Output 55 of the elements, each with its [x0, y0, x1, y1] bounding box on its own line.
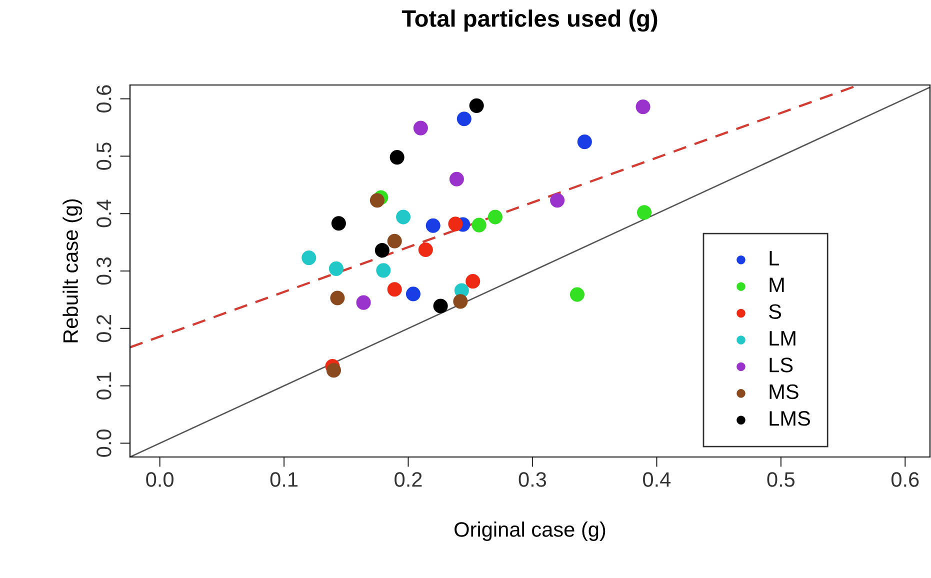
point	[302, 250, 316, 266]
y-tick-label: 0.2	[96, 314, 112, 342]
x-tick-label: 0.5	[767, 472, 795, 487]
point	[577, 134, 592, 150]
chart-title: Total particles used (g)	[402, 10, 658, 32]
point	[390, 150, 404, 165]
point	[456, 112, 472, 126]
legend-label: LS	[770, 358, 793, 372]
point	[466, 274, 480, 289]
y-tick-label: 0.1	[96, 372, 112, 400]
point	[449, 172, 464, 186]
point	[472, 218, 486, 232]
y-tick-label: 0.6	[96, 85, 112, 112]
x-tick-label: 0.3	[518, 472, 546, 487]
x-tick-label: 0.2	[394, 472, 422, 487]
x-tick-label: 0.0	[146, 472, 174, 487]
legend-label: M	[770, 278, 784, 292]
point	[426, 218, 440, 233]
point	[370, 193, 384, 208]
point	[453, 294, 468, 309]
legend-label: LM	[770, 331, 796, 346]
point	[330, 290, 345, 306]
point	[374, 243, 390, 258]
y-tick-label: 0.5	[96, 142, 112, 170]
legend-label: L	[770, 250, 779, 266]
point	[418, 242, 433, 258]
point	[356, 295, 371, 310]
point	[328, 261, 344, 276]
x-tick-label: 0.1	[270, 472, 298, 487]
y-axis-title: Rebuilt case (g)	[62, 199, 82, 342]
x-axis-title: Original case (g)	[454, 522, 606, 541]
x-tick-label: 0.6	[891, 472, 919, 487]
legend-label: S	[769, 304, 782, 319]
y-tick-label: 0.4	[96, 200, 112, 228]
point	[448, 216, 463, 232]
y-tick-label: 0.3	[96, 257, 112, 285]
legend-label: MS	[770, 384, 798, 400]
point	[326, 363, 342, 378]
point	[376, 263, 391, 278]
point	[636, 100, 650, 114]
y-tick-label: 0.0	[96, 430, 112, 457]
point	[488, 210, 502, 224]
point	[433, 298, 448, 314]
point	[637, 205, 652, 220]
legend-label: LMS	[770, 411, 810, 426]
point	[387, 234, 402, 248]
point	[331, 216, 346, 231]
point	[413, 120, 428, 136]
point	[396, 210, 411, 224]
point	[406, 286, 421, 302]
point	[550, 193, 565, 208]
x-tick-label: 0.4	[643, 472, 671, 487]
point	[469, 98, 484, 113]
point	[570, 287, 584, 302]
point	[387, 282, 402, 297]
